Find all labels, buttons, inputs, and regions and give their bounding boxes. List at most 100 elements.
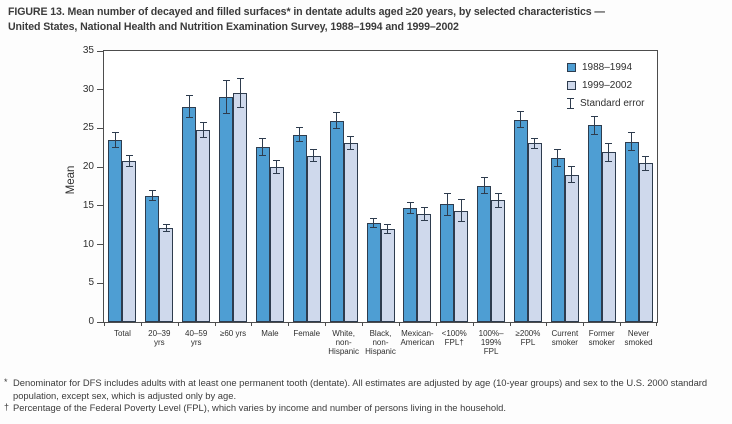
x-axis-category-label: Female — [293, 329, 321, 338]
figure-title-line2: United States, National Health and Nutri… — [8, 20, 459, 33]
y-axis-tick — [97, 205, 103, 207]
standard-error-bar — [568, 166, 576, 184]
error-bar-icon — [567, 97, 574, 109]
y-axis-tick-label: 15 — [82, 199, 94, 211]
bar-1988-1994 — [366, 222, 381, 322]
dagger-marker: † — [4, 402, 10, 412]
asterisk-marker: * — [4, 377, 8, 387]
bar-1999-2002 — [454, 210, 469, 322]
standard-error-bar — [384, 223, 391, 235]
standard-error-bar — [605, 143, 613, 162]
x-axis-tick — [620, 322, 621, 326]
bar-1988-1994 — [108, 140, 123, 322]
bar-1988-1994 — [145, 195, 160, 322]
x-axis-tick — [656, 322, 657, 326]
bar-1988-1994 — [219, 96, 234, 322]
standard-error-bar — [125, 154, 133, 168]
bar-1988-1994 — [182, 106, 197, 322]
standard-error-bar — [273, 160, 281, 175]
x-axis-category-label: <100% FPL† — [441, 329, 467, 347]
legend-item: Standard error — [567, 94, 644, 112]
y-axis-tick — [97, 89, 103, 91]
y-axis-tick-label: 10 — [82, 238, 94, 250]
x-axis-category-label: Total — [113, 329, 131, 338]
standard-error-bar — [236, 78, 244, 108]
bar-1999-2002 — [233, 92, 248, 322]
standard-error-bar — [296, 126, 304, 143]
bar-1988-1994 — [550, 157, 565, 322]
legend-item: 1999–2002 — [567, 76, 644, 94]
standard-error-bar — [347, 136, 355, 151]
standard-error-bar — [420, 207, 428, 222]
standard-error-bar — [591, 116, 599, 135]
x-axis-category-label: Current smoker — [551, 329, 579, 347]
y-axis-tick — [97, 321, 103, 323]
bar-1988-1994 — [624, 141, 639, 322]
bar-1988-1994 — [329, 120, 344, 322]
bar-1988-1994 — [292, 134, 307, 322]
standard-error-bar — [554, 148, 562, 168]
x-axis-category-label: Never smoked — [624, 329, 653, 347]
legend-label: 1988–1994 — [582, 61, 633, 73]
x-axis-tick — [583, 322, 584, 326]
figure-title-line1: FIGURE 13. Mean number of decayed and fi… — [8, 6, 605, 18]
legend-label: 1999–2002 — [582, 79, 633, 91]
bar-1999-2002 — [564, 174, 579, 322]
bar-1999-2002 — [380, 229, 395, 322]
standard-error-bar — [370, 218, 377, 228]
bar-1999-2002 — [122, 160, 137, 322]
x-axis-category-label: 100%– 199% FPL — [478, 329, 504, 356]
bar-1999-2002 — [343, 143, 358, 322]
chart-legend: 1988–1994 1999–2002 Standard error — [567, 58, 644, 112]
x-axis-category-label: 20–39 yrs — [148, 329, 171, 347]
standard-error-bar — [443, 192, 451, 216]
y-axis-tick — [97, 166, 103, 168]
bar-1999-2002 — [601, 152, 616, 322]
y-axis-tick — [97, 127, 103, 129]
x-axis-tick — [473, 322, 474, 326]
standard-error-bar — [628, 132, 636, 151]
standard-error-bar — [199, 122, 207, 138]
y-axis-tick-label: 20 — [82, 161, 94, 173]
footnote-denominator-text: Denominator for DFS includes adults with… — [13, 377, 708, 401]
y-axis-tick-label: 30 — [82, 83, 94, 95]
y-axis-tick-label: 35 — [82, 45, 94, 56]
x-axis-tick — [399, 322, 400, 326]
bar-1999-2002 — [417, 214, 432, 322]
standard-error-bar — [111, 132, 119, 148]
footnote-denominator: * Denominator for DFS includes adults wi… — [4, 377, 726, 402]
bar-1999-2002 — [527, 143, 542, 322]
x-axis-category-label: Mexican- American — [400, 329, 435, 347]
x-axis-tick — [104, 322, 105, 326]
y-axis-tick-label: 0 — [88, 316, 94, 327]
x-axis-category-label: White, non- Hispanic — [328, 329, 359, 356]
x-axis-category-label: ≥60 yrs — [219, 329, 247, 338]
standard-error-bar — [259, 137, 267, 157]
bar-1999-2002 — [638, 163, 653, 322]
standard-error-bar — [333, 112, 341, 130]
bar-1988-1994 — [513, 119, 528, 322]
y-axis-tick-label: 5 — [88, 277, 94, 289]
bar-1999-2002 — [196, 129, 211, 322]
x-axis-tick — [141, 322, 142, 326]
footnotes: * Denominator for DFS includes adults wi… — [4, 377, 726, 415]
x-axis-tick — [362, 322, 363, 326]
standard-error-bar — [642, 155, 650, 171]
x-axis-tick — [436, 322, 437, 326]
x-axis-category-label: Black, non- Hispanic — [365, 329, 396, 356]
x-axis-category-label: Former smoker — [588, 329, 615, 347]
bar-1988-1994 — [403, 208, 418, 322]
x-axis-tick — [178, 322, 179, 326]
y-axis-tick — [97, 244, 103, 246]
x-axis-tick — [325, 322, 326, 326]
standard-error-bar — [480, 177, 488, 195]
bar-1999-2002 — [269, 167, 284, 322]
bar-1988-1994 — [587, 125, 602, 322]
bar-1999-2002 — [491, 200, 506, 322]
standard-error-bar — [148, 190, 156, 202]
y-axis-tick — [97, 282, 103, 284]
standard-error-bar — [162, 224, 170, 233]
legend-label: Standard error — [580, 97, 645, 109]
